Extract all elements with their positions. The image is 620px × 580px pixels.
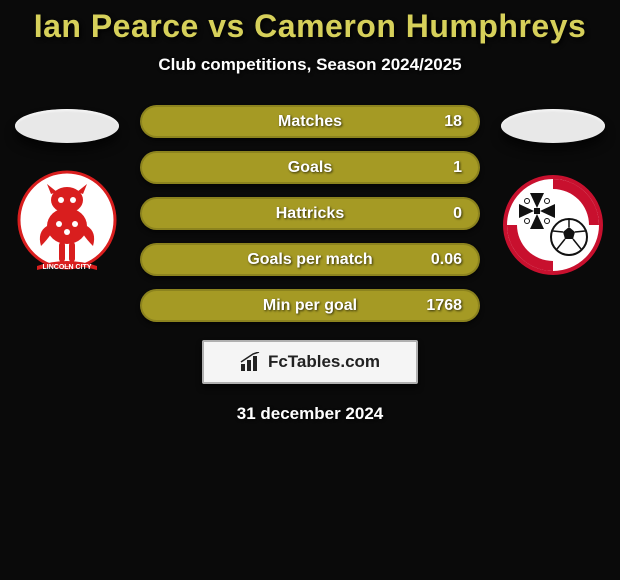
stat-label: Hattricks <box>140 205 480 223</box>
brand-text: FcTables.com <box>268 352 380 372</box>
lincoln-city-logo-icon: LINCOLN CITY <box>17 170 117 280</box>
infographic-container: Ian Pearce vs Cameron Humphreys Club com… <box>0 0 620 580</box>
bar-chart-icon <box>240 352 262 372</box>
left-team-logo: LINCOLN CITY <box>17 175 117 275</box>
stat-value: 1768 <box>426 297 462 315</box>
season-subtitle: Club competitions, Season 2024/2025 <box>0 55 620 75</box>
right-team-logo <box>503 175 603 275</box>
svg-text:LINCOLN CITY: LINCOLN CITY <box>43 264 92 271</box>
snapshot-date: 31 december 2024 <box>0 404 620 424</box>
brand-watermark[interactable]: FcTables.com <box>202 340 418 384</box>
stat-bar-hattricks: Hattricks 0 <box>140 197 480 230</box>
stat-bar-min-per-goal: Min per goal 1768 <box>140 289 480 322</box>
stat-value: 0 <box>453 205 462 223</box>
comparison-title: Ian Pearce vs Cameron Humphreys <box>0 8 620 45</box>
right-column <box>498 105 608 275</box>
stat-value: 18 <box>444 113 462 131</box>
stat-bar-matches: Matches 18 <box>140 105 480 138</box>
stat-bars: Matches 18 Goals 1 Hattricks 0 Goals per… <box>140 105 480 322</box>
stat-value: 1 <box>453 159 462 177</box>
left-column: LINCOLN CITY <box>12 105 122 275</box>
stat-label: Goals per match <box>140 251 480 269</box>
rotherham-united-logo-icon <box>503 175 603 275</box>
left-ellipse-placeholder <box>15 109 119 143</box>
stat-label: Goals <box>140 159 480 177</box>
right-ellipse-placeholder <box>501 109 605 143</box>
stat-label: Matches <box>140 113 480 131</box>
stat-value: 0.06 <box>431 251 462 269</box>
stat-bar-goals-per-match: Goals per match 0.06 <box>140 243 480 276</box>
main-row: LINCOLN CITY Matches 18 Goals 1 Hattrick… <box>0 105 620 322</box>
stat-bar-goals: Goals 1 <box>140 151 480 184</box>
